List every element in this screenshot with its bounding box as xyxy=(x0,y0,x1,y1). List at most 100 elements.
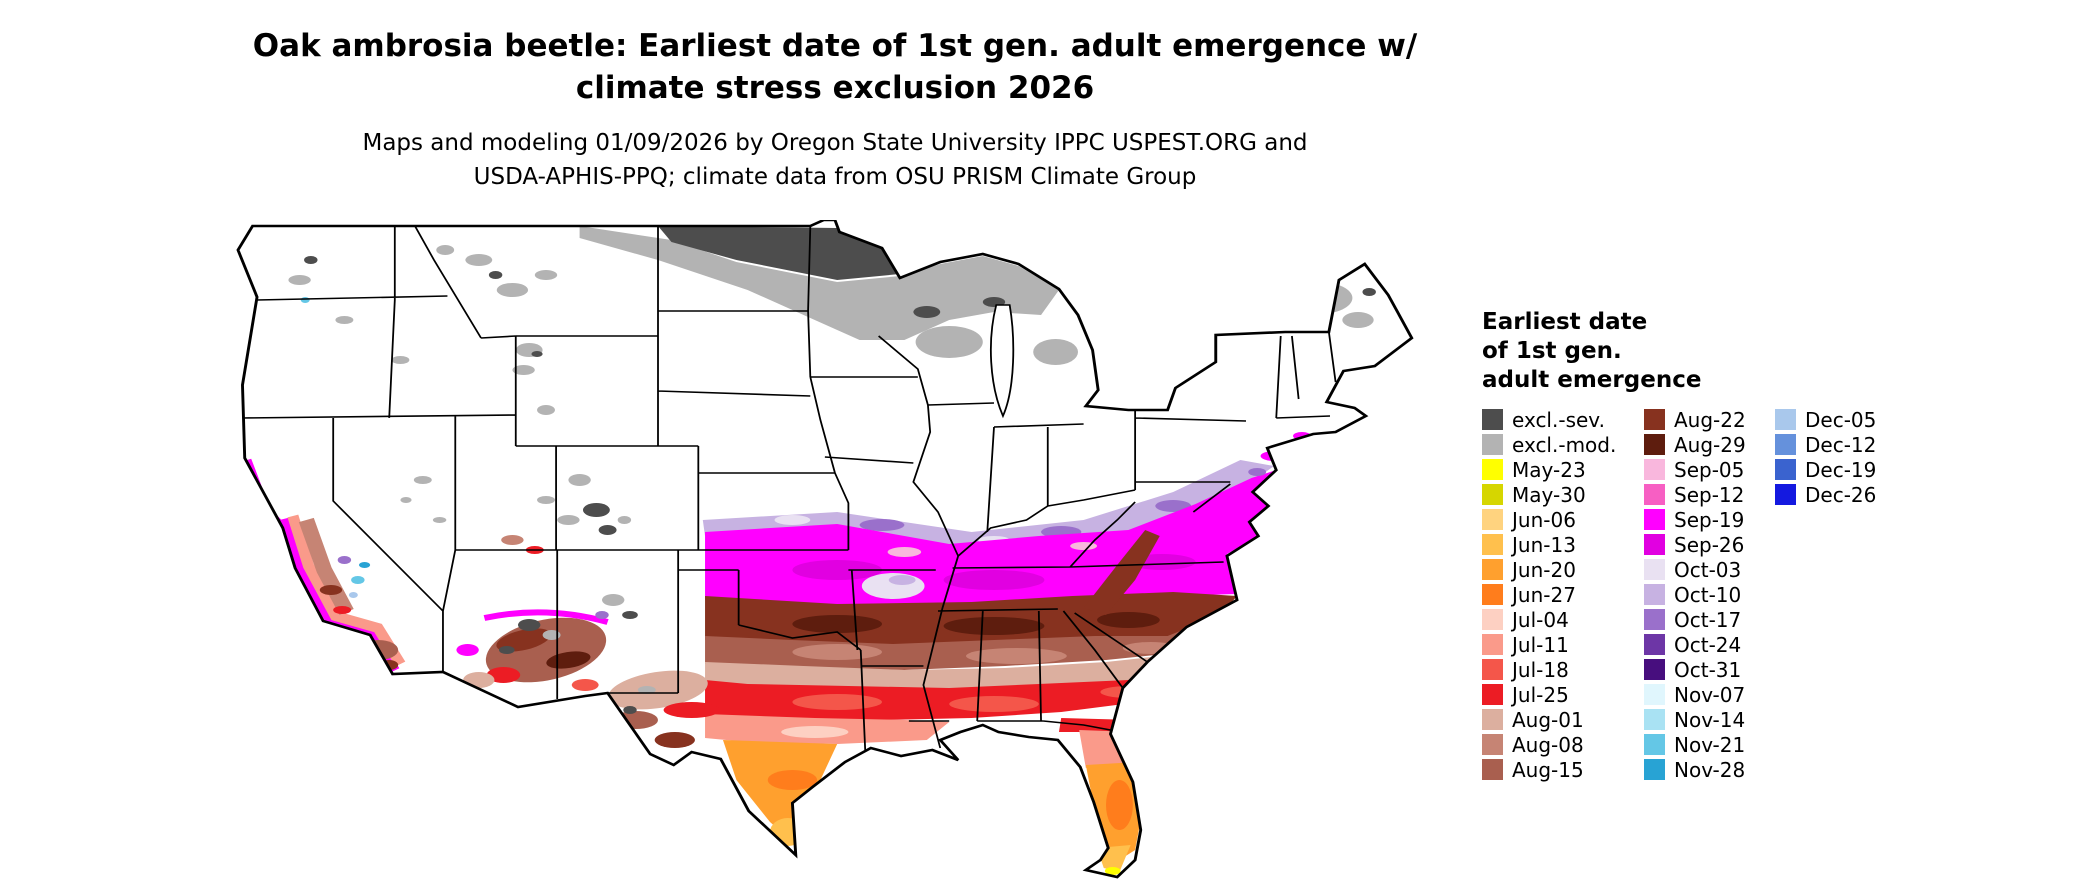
title-line-1: Oak ambrosia beetle: Earliest date of 1s… xyxy=(252,28,1418,64)
legend-label: Nov-21 xyxy=(1674,732,1746,757)
legend-label: Nov-28 xyxy=(1674,757,1746,782)
legend-label: Aug-08 xyxy=(1512,732,1584,757)
legend-entry: Oct-03 xyxy=(1644,557,1775,582)
legend-label: Sep-19 xyxy=(1674,507,1745,532)
legend-entry: Nov-28 xyxy=(1644,757,1775,782)
legend-column-1: excl.-sev. excl.-mod. May-23 May-30 Jun-06 Ju… xyxy=(1482,407,1644,782)
legend-label: Jun-27 xyxy=(1512,582,1576,607)
legend-entry: Sep-26 xyxy=(1644,532,1775,557)
legend-label: Jun-06 xyxy=(1512,507,1576,532)
legend-label: Jul-04 xyxy=(1512,607,1569,632)
legend-entry: Nov-07 xyxy=(1644,682,1775,707)
legend-entry: Dec-12 xyxy=(1775,432,1876,457)
legend-swatch xyxy=(1482,684,1503,706)
state-borders xyxy=(242,225,1337,751)
legend-label: Jul-18 xyxy=(1512,657,1569,682)
legend-swatch xyxy=(1775,409,1796,431)
legend-swatch xyxy=(1482,584,1503,606)
legend-entry: Jul-04 xyxy=(1482,607,1644,632)
legend-swatch xyxy=(1644,709,1665,731)
legend-entry: Sep-12 xyxy=(1644,482,1775,507)
legend-label: Nov-07 xyxy=(1674,682,1746,707)
legend-entry: Nov-14 xyxy=(1644,707,1775,732)
legend-label: Jun-20 xyxy=(1512,557,1576,582)
legend-label: Jun-13 xyxy=(1512,532,1576,557)
legend-columns: excl.-sev. excl.-mod. May-23 May-30 Jun-06 Ju… xyxy=(1482,407,2082,782)
legend-swatch xyxy=(1482,509,1503,531)
legend-label: Dec-05 xyxy=(1805,407,1877,432)
legend-label: Dec-26 xyxy=(1805,482,1877,507)
legend-label: Oct-31 xyxy=(1674,657,1742,682)
legend-title-line: Earliest date xyxy=(1482,309,1648,335)
legend-label: Oct-24 xyxy=(1674,632,1742,657)
legend-entry: Aug-15 xyxy=(1482,757,1644,782)
legend-label: Aug-29 xyxy=(1674,432,1746,457)
legend-swatch xyxy=(1644,684,1665,706)
legend-entry: Dec-05 xyxy=(1775,407,1876,432)
legend-swatch xyxy=(1482,709,1503,731)
subtitle-line-2: USDA-APHIS-PPQ; climate data from OSU PR… xyxy=(473,164,1197,191)
legend-entry: Nov-21 xyxy=(1644,732,1775,757)
legend-swatch xyxy=(1482,609,1503,631)
legend-swatch xyxy=(1482,659,1503,681)
legend-label: Dec-19 xyxy=(1805,457,1877,482)
legend-swatch xyxy=(1644,434,1665,456)
legend-entry: May-23 xyxy=(1482,457,1644,482)
legend-label: Aug-22 xyxy=(1674,407,1746,432)
legend-label: Dec-12 xyxy=(1805,432,1877,457)
legend-swatch xyxy=(1644,484,1665,506)
legend: Earliest date of 1st gen. adult emergence … xyxy=(1482,308,2082,782)
legend-swatch xyxy=(1644,759,1665,781)
us-outline xyxy=(236,220,1414,879)
subtitle-line-1: Maps and modeling 01/09/2026 by Oregon S… xyxy=(362,129,1308,156)
legend-label: Sep-05 xyxy=(1674,457,1745,482)
legend-entry: Aug-22 xyxy=(1644,407,1775,432)
title-line-2: climate stress exclusion 2026 xyxy=(575,69,1095,106)
legend-label: excl.-mod. xyxy=(1512,432,1617,457)
legend-swatch xyxy=(1482,559,1503,581)
legend-label: Sep-26 xyxy=(1674,532,1745,557)
legend-swatch xyxy=(1644,534,1665,556)
lake-michigan xyxy=(990,304,1015,419)
legend-swatch xyxy=(1775,484,1796,506)
legend-entry: Jun-20 xyxy=(1482,557,1644,582)
legend-entry: Jun-13 xyxy=(1482,532,1644,557)
legend-label: Nov-14 xyxy=(1674,707,1746,732)
legend-entry: Aug-08 xyxy=(1482,732,1644,757)
legend-label: May-23 xyxy=(1512,457,1586,482)
legend-label: Jul-25 xyxy=(1512,682,1569,707)
legend-swatch xyxy=(1644,734,1665,756)
legend-label: May-30 xyxy=(1512,482,1586,507)
legend-swatch xyxy=(1775,459,1796,481)
legend-entry: Oct-17 xyxy=(1644,607,1775,632)
legend-title-line: of 1st gen. xyxy=(1482,337,1622,364)
legend-swatch xyxy=(1644,584,1665,606)
legend-entry: Sep-05 xyxy=(1644,457,1775,482)
legend-swatch xyxy=(1482,634,1503,656)
legend-label: Jul-11 xyxy=(1512,632,1569,657)
legend-label: excl.-sev. xyxy=(1512,407,1605,432)
legend-swatch xyxy=(1644,634,1665,656)
legend-entry: Jul-18 xyxy=(1482,657,1644,682)
legend-entry: Aug-29 xyxy=(1644,432,1775,457)
legend-entry: Dec-19 xyxy=(1775,457,1876,482)
legend-swatch xyxy=(1775,434,1796,456)
legend-swatch xyxy=(1644,559,1665,581)
legend-entry: Dec-26 xyxy=(1775,482,1876,507)
legend-entry: Sep-19 xyxy=(1644,507,1775,532)
map-header: Oak ambrosia beetle: Earliest date of 1s… xyxy=(0,26,1670,195)
legend-swatch xyxy=(1482,734,1503,756)
legend-entry: Jul-25 xyxy=(1482,682,1644,707)
legend-entry: Oct-31 xyxy=(1644,657,1775,682)
legend-entry: May-30 xyxy=(1482,482,1644,507)
legend-entry: excl.-mod. xyxy=(1482,432,1644,457)
legend-label: Oct-17 xyxy=(1674,607,1742,632)
legend-label: Sep-12 xyxy=(1674,482,1745,507)
page-title: Oak ambrosia beetle: Earliest date of 1s… xyxy=(0,26,1670,110)
legend-column-2: Aug-22 Aug-29 Sep-05 Sep-12 Sep-19 Sep-26 Oct-… xyxy=(1644,407,1775,782)
page-subtitle: Maps and modeling 01/09/2026 by Oregon S… xyxy=(0,126,1670,195)
legend-swatch xyxy=(1644,409,1665,431)
legend-title-line: adult emergence xyxy=(1482,366,1702,393)
legend-swatch xyxy=(1482,484,1503,506)
